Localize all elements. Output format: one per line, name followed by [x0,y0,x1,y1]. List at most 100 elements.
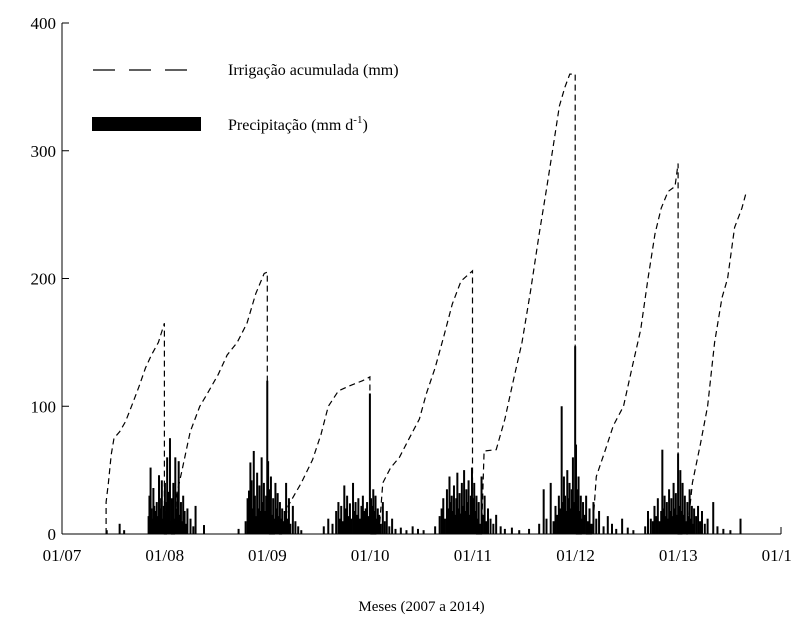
precipitation-bar [560,406,563,534]
x-ticks: 01/07 01/08 01/09 01/10 01/11 01/12 01/13 01/14 [43,527,791,565]
precipitation-bar [671,516,674,534]
precipitation-bar [173,518,176,534]
precipitation-bar [162,505,165,534]
precipitation-bar [194,505,197,534]
legend: Irrigação acumulada (mm) Precipitação (m… [92,62,399,134]
precipitation-bar [699,521,702,534]
precipitation-bar [442,498,445,534]
y-tick-label: 200 [31,270,57,289]
precipitation-bar [655,516,658,534]
precipitation-bar [148,495,151,534]
irrigation-line [105,73,747,535]
precipitation-bar [579,495,582,534]
precipitation-bar [255,516,258,534]
x-tick-label: 01/10 [351,546,390,565]
precipitation-bar [363,511,366,534]
precipitation-bar [456,472,459,534]
precipitation-bar [662,508,665,534]
precipitation-bar [673,508,676,534]
precipitation-bar [347,516,350,534]
precipitation-bar [485,521,488,534]
precipitation-bar [538,523,541,534]
precipitation-bar [487,508,490,534]
precipitation-bar [545,518,548,534]
precipitation-bar [478,523,481,534]
precipitation-bar [357,498,360,534]
precipitation-bar [250,480,253,534]
x-tick-label: 01/07 [43,546,82,565]
precipitation-bar [566,470,569,534]
precipitation-bar [253,495,256,534]
precipitation-bar [448,476,451,534]
precipitation-bar [237,528,240,534]
precipitation-bar [468,514,471,534]
precipitation-bar [621,518,624,534]
precipitation-bar [666,518,669,534]
precipitation-bar [476,518,479,534]
precipitation-bar [322,526,325,534]
precipitation-bar [335,511,338,534]
precipitation-bar [565,511,568,534]
precipitation-bar [716,526,719,534]
precipitation-bar [286,518,289,534]
precipitation-bar [658,521,661,534]
precipitation-bar [343,485,346,534]
precipitation-bar [467,480,470,534]
precipitation-bar [564,495,567,534]
precipitation-bar [285,482,288,534]
precipitation-bar [670,498,673,534]
precipitation-bar [492,523,495,534]
precipitation-bar [651,521,654,534]
precipitation-bar [554,505,557,534]
precipitation-bar [268,489,271,534]
precipitation-bar [341,521,344,534]
precipitation-bar [352,482,355,534]
precipitation-bar [153,505,156,534]
precipitation-bar [528,528,531,534]
precipitation-bar [327,518,330,534]
precipitation-bar [464,511,467,534]
y-tick-label: 100 [31,397,57,416]
precipitation-bar [663,495,666,534]
precipitation-bar [416,528,419,534]
x-tick-label: 01/12 [556,546,595,565]
precipitation-bar [183,511,186,534]
precipitation-bar [244,521,247,534]
precipitation-bar [258,485,261,534]
precipitation-bar [665,502,668,534]
precipitation-bar [269,476,272,534]
precipitation-bar [378,514,381,534]
precipitation-bar [465,489,468,534]
precipitation-bar [577,476,580,534]
precipitation-bar [598,511,601,534]
legend-item-precipitation: Precipitação (mm d-1) [92,114,368,134]
precipitation-bars [105,346,742,534]
precipitation-bar [646,511,649,534]
precipitation-bar [559,508,562,534]
precipitation-bar [455,498,458,534]
precipitation-bar [682,514,685,534]
x-tick-label: 01/13 [659,546,698,565]
precipitation-bar [355,514,358,534]
precipitation-bar [271,514,274,534]
precipitation-bar [679,470,682,534]
precipitation-bar [159,508,162,534]
precipitation-bar [118,523,121,534]
precipitation-bar [626,527,629,534]
precipitation-bar [687,516,690,534]
precipitation-bar [189,518,192,534]
legend-item-irrigation: Irrigação acumulada (mm) [93,62,399,79]
precipitation-bar [653,505,656,534]
precipitation-bar [472,498,475,534]
precipitation-bar [570,489,573,534]
plot-area [105,73,747,535]
precipitation-bar [562,476,565,534]
precipitation-bar [466,502,469,534]
precipitation-bar [586,521,589,534]
precipitation-bar [361,495,364,534]
precipitation-bar [649,518,652,534]
precipitation-bar [185,523,188,534]
precipitation-bar [615,528,618,534]
